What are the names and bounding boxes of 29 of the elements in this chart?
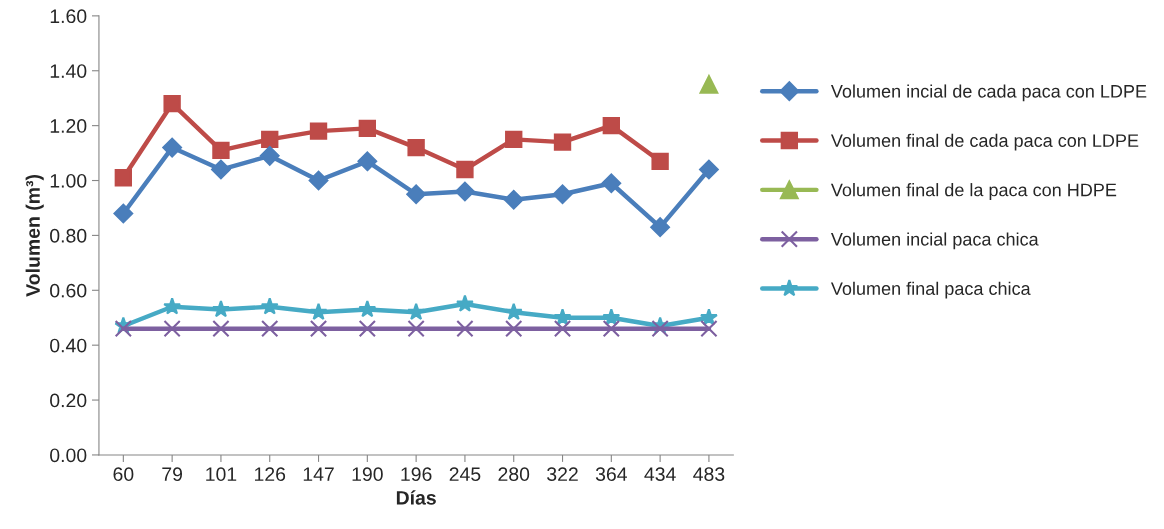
x-tick-label: 79 bbox=[162, 467, 183, 482]
x-tick-label: 190 bbox=[352, 467, 383, 482]
y-tick-label: 1.40 bbox=[50, 64, 87, 78]
x-tick-label: 280 bbox=[498, 467, 530, 482]
y-tick-label: 0.40 bbox=[50, 338, 87, 353]
y-axis-title: Volumen (m³) bbox=[25, 174, 44, 297]
x-tick-label: 60 bbox=[113, 467, 134, 482]
y-tick-label: 1.20 bbox=[50, 119, 87, 133]
legend-label: Volumen final paca chica bbox=[830, 281, 1031, 299]
y-tick-label: 0.60 bbox=[50, 283, 87, 298]
x-tick-label: 147 bbox=[303, 467, 334, 481]
legend-label: Volumen incial paca chica bbox=[830, 232, 1039, 250]
x-axis-title: Días bbox=[396, 490, 436, 505]
x-tick-label: 364 bbox=[595, 467, 627, 482]
legend-label: Volumen incial de cada paca con LDPE bbox=[830, 84, 1147, 102]
y-tick-label: 0.20 bbox=[50, 393, 87, 408]
y-tick-label: 0.00 bbox=[50, 448, 87, 463]
legend-label: Volumen final de cada paca con LDPE bbox=[830, 133, 1139, 151]
x-tick-label: 126 bbox=[255, 467, 286, 482]
x-tick-label: 196 bbox=[401, 467, 432, 482]
x-tick-label: 483 bbox=[693, 467, 725, 482]
y-tick-label: 0.80 bbox=[50, 228, 87, 243]
legend-label: Volumen final de la paca con HDPE bbox=[830, 183, 1117, 200]
y-tick-label: 1.60 bbox=[50, 9, 87, 24]
x-tick-label: 322 bbox=[547, 467, 578, 482]
x-tick-label: 245 bbox=[449, 467, 481, 482]
y-tick-label: 1.00 bbox=[50, 173, 87, 188]
x-tick-label: 434 bbox=[644, 467, 676, 482]
x-tick-label: 101 bbox=[206, 467, 237, 482]
